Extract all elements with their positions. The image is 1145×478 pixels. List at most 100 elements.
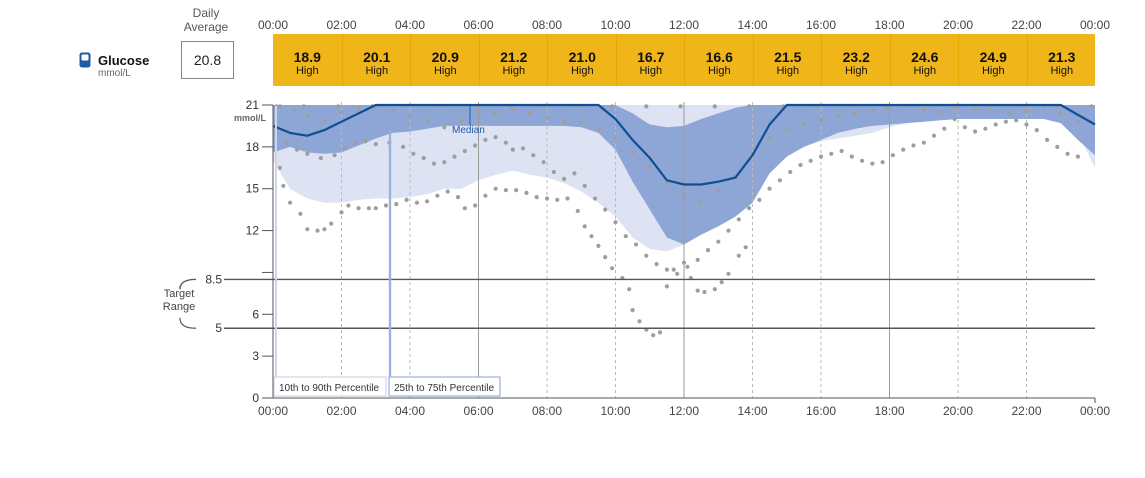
data-point [473, 143, 478, 148]
data-point [681, 192, 687, 197]
x-tick-label: 02:00 [326, 404, 356, 418]
period-summary-cell: 21.5 High [752, 34, 823, 86]
data-point [442, 125, 447, 130]
data-point [383, 203, 389, 208]
y-tick-label: 21 [246, 98, 260, 112]
y-tick-label: 0 [252, 391, 259, 405]
y-tick-label: 18 [246, 140, 260, 154]
data-point [818, 118, 824, 123]
x-tick-label-top: 00:00 [258, 18, 288, 32]
data-point [404, 197, 409, 202]
data-point [685, 264, 690, 269]
data-point [534, 195, 539, 200]
data-point [829, 151, 834, 156]
data-point [911, 143, 916, 148]
data-point [836, 114, 841, 119]
data-point [678, 104, 683, 109]
data-point [1055, 144, 1060, 149]
data-point [298, 211, 303, 216]
y-tick-label: 6 [252, 307, 259, 321]
data-point [921, 140, 926, 145]
data-point [510, 107, 515, 112]
period-summary-value: 24.6 [911, 49, 939, 65]
x-tick-label-top: 04:00 [395, 18, 425, 32]
data-point [336, 104, 341, 109]
x-tick-label: 04:00 [395, 404, 425, 418]
data-point [801, 122, 807, 127]
data-point [401, 144, 406, 149]
data-point [510, 147, 515, 152]
period-summary-status: High [295, 65, 319, 77]
data-point [575, 208, 580, 214]
data-point [880, 160, 885, 165]
daily-average-label: Daily Average [165, 6, 247, 34]
data-point [483, 193, 488, 198]
data-point [562, 119, 567, 124]
data-point [993, 122, 998, 127]
data-point [1024, 108, 1029, 113]
data-point [1075, 119, 1080, 124]
x-tick-label-top: 18:00 [874, 18, 904, 32]
data-point [808, 158, 813, 163]
period-summary-cell: 21.3 High [1026, 34, 1097, 86]
data-point [1003, 119, 1009, 124]
data-point [962, 125, 968, 130]
data-point [493, 111, 498, 116]
x-tick-label: 06:00 [463, 404, 493, 418]
data-point [705, 248, 711, 253]
data-point [305, 151, 310, 156]
data-point [301, 104, 306, 109]
data-point [544, 196, 550, 201]
period-summary-status: High [1050, 65, 1074, 77]
data-point [784, 126, 789, 131]
period-summary-cell: 21.2 High [478, 34, 549, 86]
x-tick-label: 10:00 [600, 404, 630, 418]
period-summary-value: 21.0 [568, 49, 596, 65]
period-summary-cell: 24.9 High [958, 34, 1028, 86]
data-point [281, 183, 286, 188]
data-point [973, 107, 978, 112]
data-point [767, 186, 772, 191]
data-point [955, 105, 961, 110]
data-point [747, 206, 752, 211]
data-point [1089, 104, 1094, 109]
legend-inner-box [388, 376, 501, 397]
data-point [596, 128, 601, 133]
data-point [1065, 151, 1070, 156]
data-point [1058, 111, 1063, 116]
data-point [288, 200, 293, 205]
x-tick-label-top: 14:00 [737, 18, 767, 32]
data-point [777, 178, 783, 183]
data-point [644, 104, 649, 109]
data-point [339, 210, 344, 215]
period-summary-band: 18.9 High 20.1 High 20.9 High 21.2 High 21.0 High… [273, 34, 1095, 86]
data-point [407, 114, 413, 119]
data-point [973, 129, 978, 134]
data-point [305, 227, 310, 232]
period-summary-value: 20.9 [431, 49, 459, 65]
data-point [853, 111, 858, 116]
period-summary-status: High [502, 65, 526, 77]
data-point [503, 188, 508, 193]
data-point [664, 181, 670, 186]
period-summary-value: 23.2 [842, 49, 870, 65]
data-point [394, 202, 399, 207]
data-point [849, 154, 854, 159]
data-point [318, 155, 323, 161]
data-point [1024, 122, 1029, 127]
glucose-unit: mmol/L [98, 68, 131, 79]
period-summary-value: 16.7 [637, 49, 665, 65]
data-point [459, 119, 464, 124]
data-point [839, 148, 844, 154]
data-point [736, 253, 741, 258]
daily-average-label-line1: Daily [192, 6, 220, 20]
data-point [555, 197, 560, 202]
data-point [315, 228, 320, 233]
x-tick-label: 22:00 [1011, 404, 1041, 418]
median-label: Median [452, 125, 485, 136]
x-tick-label-top: 06:00 [463, 18, 493, 32]
period-summary-status: High [776, 65, 800, 77]
data-point [524, 190, 529, 195]
data-point [1014, 118, 1019, 123]
